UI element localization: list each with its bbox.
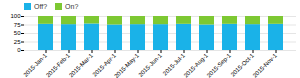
svg-text:2015-Jul-1: 2015-Jul-1 bbox=[162, 52, 187, 77]
svg-text:2015-Apr-1: 2015-Apr-1 bbox=[91, 52, 118, 78]
svg-text:2015-Nov-1: 2015-Nov-1 bbox=[252, 52, 279, 78]
svg-text:75: 75 bbox=[14, 22, 21, 28]
svg-text:25: 25 bbox=[14, 39, 21, 45]
svg-text:2015-Oct-1: 2015-Oct-1 bbox=[229, 52, 256, 78]
svg-text:2015-Mar-1: 2015-Mar-1 bbox=[68, 52, 95, 78]
html-text:On?: On? bbox=[65, 3, 79, 10]
svg-text:100: 100 bbox=[10, 13, 21, 19]
html-text:Off?: Off? bbox=[34, 3, 48, 10]
svg-text:0: 0 bbox=[17, 47, 21, 53]
svg-text:2015-Jun-1: 2015-Jun-1 bbox=[137, 52, 163, 78]
svg-text:2015-Sep-1: 2015-Sep-1 bbox=[206, 52, 233, 78]
svg-text:50: 50 bbox=[14, 30, 21, 36]
